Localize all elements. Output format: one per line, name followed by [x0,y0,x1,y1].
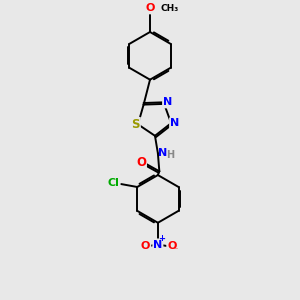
Text: O: O [145,3,155,13]
Text: H: H [166,150,174,160]
Text: ⁻: ⁻ [174,245,178,254]
Text: N: N [163,98,172,107]
Text: CH₃: CH₃ [160,4,178,13]
Text: N: N [170,118,179,128]
Text: O: O [167,241,176,251]
Text: N: N [153,240,163,250]
Text: S: S [131,118,140,131]
Text: Cl: Cl [107,178,119,188]
Text: +: + [158,234,165,243]
Text: O: O [136,156,146,169]
Text: N: N [158,148,168,158]
Text: O: O [141,241,150,251]
